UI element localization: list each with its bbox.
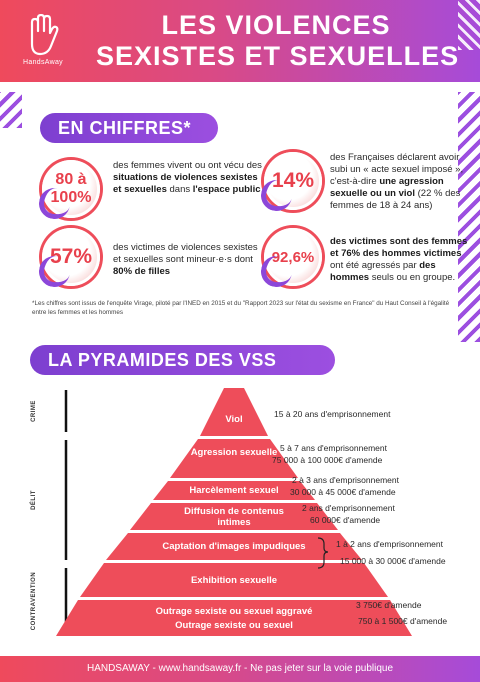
stat-text-4-b: ont été agressés par: [330, 260, 420, 271]
penalty-diffusion-1: 2 ans d'emprisonnement: [302, 503, 395, 513]
stat-text-4-c: des hommes: [330, 260, 436, 283]
stat-text-3-b: 80% de filles: [113, 266, 171, 277]
page-title: LES VIOLENCES SEXISTES ET SEXUELLES: [96, 10, 460, 72]
pyramid-label-agression: Agression sexuelle: [190, 447, 278, 458]
decorative-stripes-right: [458, 92, 480, 342]
penalty-agression-1: 5 à 7 ans d'emprisonnement: [280, 443, 387, 453]
stat-text-2-a: des Françaises déclarent avoir subi un «…: [330, 152, 464, 187]
stat-text-1-d: l'espace public: [192, 184, 261, 195]
stat-text-2-b: une agression sexuelle ou un viol: [330, 176, 444, 199]
header-banner: HandsAway LES VIOLENCES SEXISTES ET SEXU…: [0, 0, 480, 82]
pyramid-label-captation: Captation d'images impudiques: [162, 541, 306, 552]
section-title-stats: EN CHIFFRES*: [40, 113, 218, 143]
footer-text[interactable]: HANDSAWAY - www.handsaway.fr - Ne pas je…: [86, 663, 394, 674]
title-line-1: LES VIOLENCES: [161, 10, 391, 40]
title-line-2: SEXISTES ET SEXUELLES: [96, 41, 460, 71]
footer-banner: HANDSAWAY - www.handsaway.fr - Ne pas je…: [0, 656, 480, 682]
level-viol: [200, 388, 268, 436]
stat-text-4: des victimes sont des femmes et 76% des …: [330, 236, 472, 284]
decorative-stripes-left: [0, 92, 22, 128]
stat-circle-2: 14%: [264, 152, 322, 210]
stat-text-3: des victimes de violences sexistes et se…: [113, 242, 258, 278]
penalty-harcelement-1: 2 à 3 ans d'emprisonnement: [292, 475, 399, 485]
footnote: *Les chiffres sont issus de l'enquête Vi…: [32, 300, 450, 316]
hand-icon: [30, 14, 59, 56]
category-delit: DÉLIT: [31, 490, 37, 510]
pyramid-label-exhibition: Exhibition sexuelle: [190, 575, 278, 586]
level-outrage: [56, 600, 412, 636]
stat-circle-3: 57%: [42, 228, 100, 286]
penalty-outrage: 750 à 1 500€ d'amende: [358, 616, 448, 626]
stat-text-4-a: des victimes sont des femmes et 76% des …: [330, 236, 468, 259]
brand-logo[interactable]: HandsAway: [18, 14, 68, 66]
stat-text-2-c: (22 % des femmes de 18 à 24 ans): [330, 188, 461, 211]
pyramid-label-viol: Viol: [225, 414, 243, 425]
level-exhibition: [80, 563, 388, 597]
penalty-outrage-aggrave: 3 750€ d'amende: [356, 600, 422, 610]
penalty-shared-1: 1 à 2 ans d'emprisonnement: [336, 539, 443, 549]
stat-text-1-c: dans: [166, 184, 193, 195]
level-agression: [170, 439, 298, 478]
penalty-agression-2: 75 000 à 100 000€ d'amende: [272, 455, 383, 465]
penalty-harcelement-2: 30 000 à 45 000€ d'amende: [290, 487, 396, 497]
shared-penalty-brace: [317, 537, 329, 569]
level-diffusion: [130, 503, 338, 530]
penalty-shared-2: 15 000 à 30 000€ d'amende: [340, 556, 446, 566]
stat-text-1-a: des femmes vivent ou ont vécu des: [113, 160, 262, 171]
stat-text-3-a: des victimes de violences sexistes et se…: [113, 242, 258, 265]
penalty-diffusion-2: 60 000€ d'amende: [310, 515, 381, 525]
category-contravention: CONTRAVENTION: [31, 571, 37, 631]
stat-circle-1: 80 à 100%: [42, 160, 100, 218]
section-title-pyramid: LA PYRAMIDES DES VSS: [30, 345, 335, 375]
level-harcelement: [153, 481, 315, 500]
decorative-stripes: [458, 0, 480, 50]
category-crime: CRIME: [31, 400, 37, 422]
pyramid-label-harcelement: Harcèlement sexuel: [189, 485, 279, 496]
pyramid-label-outrage: Outrage sexiste ou sexuel: [175, 620, 293, 631]
stat-text-2: des Françaises déclarent avoir subi un «…: [330, 152, 472, 212]
stat-text-1-b: situations de violences sexistes et sexu…: [113, 172, 258, 195]
pyramid-label-outrage-aggrave: Outrage sexiste ou sexuel aggravé: [155, 606, 313, 617]
logo-text: HandsAway: [23, 59, 63, 66]
penalty-viol: 15 à 20 ans d'emprisonnement: [274, 409, 391, 419]
stat-text-4-d: seuls ou en groupe.: [369, 272, 456, 283]
pyramid-label-diffusion: Diffusion de contenus intimes: [184, 506, 284, 528]
stat-circle-4: 92,6%: [264, 228, 322, 286]
level-captation: [106, 533, 362, 560]
stat-text-1: des femmes vivent ou ont vécu des situat…: [113, 160, 263, 196]
